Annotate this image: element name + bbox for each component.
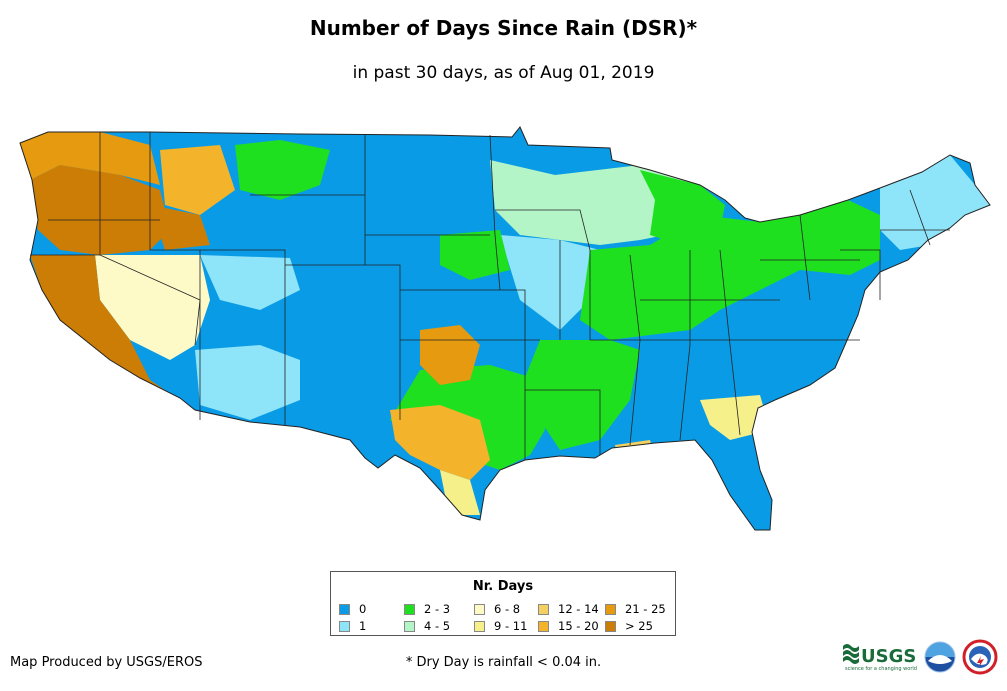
legend-label: 12 - 14	[558, 602, 599, 616]
legend-item-1: 1	[339, 619, 366, 633]
legend-label: 0	[359, 602, 367, 616]
legend-swatch	[538, 603, 549, 615]
dry-day-footnote: * Dry Day is rainfall < 0.04 in.	[405, 655, 602, 670]
legend-item-9-11: 9 - 11	[474, 619, 527, 633]
map-credit: Map Produced by USGS/EROS	[10, 655, 203, 670]
legend-swatch	[404, 603, 415, 615]
legend-label: 15 - 20	[558, 619, 599, 633]
usgs-wordmark: USGS	[861, 646, 916, 667]
legend-swatch	[538, 620, 549, 632]
legend: Nr. Days 0 1 2 - 3 4 - 5 6 - 8 9 - 11 12…	[330, 571, 676, 636]
legend-swatch	[474, 603, 485, 615]
legend-title: Nr. Days	[472, 579, 534, 594]
us-dsr-map	[19, 126, 991, 531]
legend-label: > 25	[625, 619, 653, 633]
national-weather-service-logo-icon	[962, 639, 998, 675]
map-subtitle: in past 30 days, as of Aug 01, 2019	[352, 63, 655, 83]
noaa-logo-icon	[924, 641, 956, 673]
legend-label: 2 - 3	[424, 602, 451, 616]
usgs-tagline: science for a changing world	[845, 666, 917, 672]
legend-item-2-3: 2 - 3	[404, 602, 450, 616]
legend-item-12-14: 12 - 14	[538, 602, 599, 616]
usgs-logo-icon: USGS science for a changing world	[843, 644, 917, 672]
legend-label: 21 - 25	[625, 602, 666, 616]
legend-item-gt-25: > 25	[605, 619, 653, 633]
legend-label: 9 - 11	[494, 619, 528, 633]
agency-logos: USGS science for a changing world	[843, 639, 998, 675]
legend-swatch	[339, 603, 350, 615]
dsr-zones	[20, 132, 990, 515]
legend-label: 6 - 8	[494, 602, 521, 616]
legend-label: 4 - 5	[424, 619, 451, 633]
legend-swatch	[474, 620, 485, 632]
legend-item-15-20: 15 - 20	[538, 619, 599, 633]
legend-label: 1	[359, 619, 367, 633]
legend-swatch	[339, 620, 350, 632]
legend-item-6-8: 6 - 8	[474, 602, 520, 616]
legend-item-4-5: 4 - 5	[404, 619, 450, 633]
legend-swatch	[605, 620, 616, 632]
legend-swatch	[404, 620, 415, 632]
legend-item-21-25: 21 - 25	[605, 602, 666, 616]
legend-item-0: 0	[339, 602, 366, 616]
map-title: Number of Days Since Rain (DSR)*	[309, 16, 698, 40]
legend-swatch	[605, 603, 616, 615]
state-boundaries	[30, 132, 950, 460]
